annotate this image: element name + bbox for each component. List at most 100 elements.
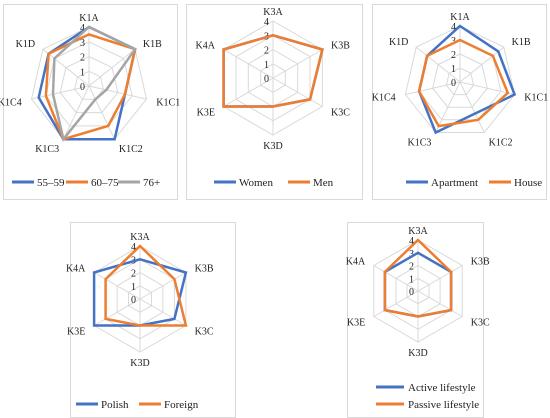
grid-spoke	[417, 290, 463, 317]
grid-spoke	[435, 81, 461, 133]
axis-label: K3C	[331, 108, 350, 119]
axis-label: K1B	[143, 39, 162, 50]
grid-spoke	[459, 46, 505, 83]
grid-spoke	[88, 85, 147, 100]
grid-spoke	[139, 298, 187, 326]
axis-label: K3D	[130, 358, 149, 369]
tick-label: 3	[451, 36, 456, 47]
axis-label: K1A	[450, 12, 470, 23]
grid-ring	[445, 67, 475, 96]
axis-label: K1B	[512, 37, 531, 48]
axis-label: K3E	[67, 327, 85, 338]
grid-spoke	[42, 48, 90, 87]
axis-label: K1D	[389, 37, 408, 48]
tick-label: 0	[80, 82, 85, 93]
legend-label: Active lifestyle	[408, 382, 476, 394]
axis-label: K3B	[331, 41, 350, 52]
tick-label: 4	[264, 17, 269, 28]
grid-spoke	[93, 298, 141, 326]
tick-label: 2	[80, 53, 85, 64]
tick-label: 1	[409, 274, 414, 285]
legend-label: Foreign	[164, 399, 199, 411]
legend-label: Polish	[101, 399, 129, 411]
axis-label: K1A	[79, 13, 99, 24]
tick-label: 1	[451, 64, 456, 75]
grid-spoke	[139, 272, 187, 300]
grid-spoke	[272, 77, 323, 107]
legend-label: Men	[313, 177, 334, 189]
axis-label: K3C	[471, 318, 490, 329]
axis-label: K4A	[196, 41, 216, 52]
grid-spoke	[31, 85, 90, 100]
tick-label: 1	[80, 67, 85, 78]
axis-label: K1C4	[372, 93, 396, 104]
tick-label: 3	[409, 249, 414, 260]
axis-label: K3B	[471, 257, 490, 268]
tick-label: 4	[409, 236, 414, 247]
axis-label: K3C	[195, 327, 214, 338]
grid-spoke	[405, 81, 461, 95]
grid-spoke	[272, 49, 323, 79]
axis-label: K3D	[408, 348, 427, 359]
series-line	[383, 238, 453, 318]
axis-label: K4A	[66, 264, 86, 275]
axis-label: K1C3	[35, 144, 59, 155]
legend-label: House	[514, 177, 542, 189]
axis-label: K3E	[197, 108, 215, 119]
axis-label: K3A	[130, 232, 150, 243]
legend-label: Passive lifestyle	[408, 399, 479, 411]
series-line	[51, 25, 137, 142]
grid-spoke	[459, 81, 485, 133]
grid-ring	[404, 25, 516, 133]
series-line	[104, 244, 188, 327]
grid-spoke	[415, 46, 461, 83]
legend-label: 60–75	[91, 177, 119, 189]
axis-label: K1C3	[407, 138, 431, 149]
axis-label: K4A	[346, 257, 366, 268]
series-line	[44, 33, 137, 141]
axis-label: K1C1	[156, 97, 180, 108]
grid-spoke	[459, 81, 515, 95]
grid-spoke	[223, 49, 274, 79]
series-line	[222, 33, 324, 108]
tick-label: 4	[80, 23, 85, 34]
grid-ring	[59, 55, 119, 114]
grid-spoke	[417, 265, 463, 292]
grid-spoke	[88, 85, 116, 140]
axis-label: K3A	[263, 7, 283, 18]
tick-label: 0	[451, 78, 456, 89]
tick-label: 0	[409, 287, 414, 298]
series-line	[417, 38, 510, 128]
legend-label: Apartment	[431, 177, 478, 189]
grid-ring	[74, 70, 104, 100]
chart-panel-gender	[186, 4, 363, 200]
tick-label: 1	[131, 282, 136, 293]
tick-label: 4	[451, 22, 456, 33]
grid-ring	[432, 53, 488, 108]
legend-label: 55–59	[37, 177, 65, 189]
tick-label: 0	[264, 74, 269, 85]
tick-label: 1	[264, 60, 269, 71]
tick-label: 4	[131, 242, 136, 253]
axis-label: K1C1	[524, 93, 548, 104]
grid-spoke	[88, 48, 136, 87]
tick-label: 3	[80, 38, 85, 49]
grid-spoke	[93, 272, 141, 300]
grid-spoke	[373, 290, 419, 317]
grid-spoke	[373, 265, 419, 292]
chart-panel-age	[3, 4, 178, 200]
tick-label: 2	[131, 269, 136, 280]
tick-label: 2	[264, 46, 269, 57]
axis-label: K3B	[195, 264, 214, 275]
legend-label: 76+	[143, 177, 160, 189]
axis-label: K3E	[347, 318, 365, 329]
tick-label: 2	[409, 262, 414, 273]
axis-label: K1C2	[119, 144, 143, 155]
axis-label: K1C4	[0, 97, 22, 108]
axis-label: K1D	[16, 39, 35, 50]
grid-spoke	[223, 77, 274, 107]
tick-label: 2	[451, 50, 456, 61]
chart-panel-housing	[372, 4, 547, 200]
axis-label: K3A	[408, 226, 428, 237]
